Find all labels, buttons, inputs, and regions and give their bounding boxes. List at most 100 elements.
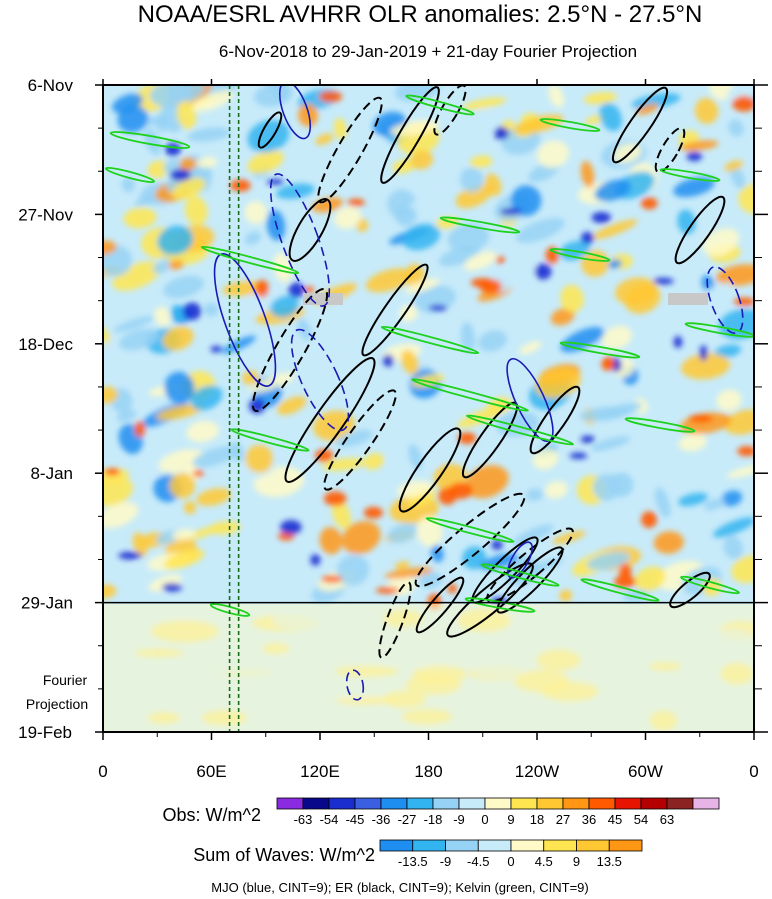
x-tick-label: 0 — [749, 762, 758, 781]
y-tick-label: 8-Jan — [30, 464, 73, 483]
anomaly-patch — [728, 119, 744, 137]
anomaly-core — [580, 231, 595, 245]
colorbar-tick-label: -45 — [346, 812, 365, 827]
anomaly-core — [162, 583, 182, 592]
obs-colorbar: -63 -54 -45 -36 -27 -18 -9 0 9 18 27 36 45 54 63 — [276, 797, 720, 827]
anomaly-patch — [680, 353, 731, 380]
anomaly-patch — [409, 105, 440, 119]
anomaly-patch — [413, 285, 456, 313]
anomaly-patch — [712, 517, 754, 538]
anomaly-patch — [116, 409, 137, 422]
wave-contour — [380, 325, 480, 355]
anomaly-patch — [276, 396, 307, 415]
wave-contour — [439, 216, 521, 234]
colorbar-tick-label: 13.5 — [597, 854, 622, 869]
anomaly-patch — [673, 177, 715, 198]
anomaly-core — [613, 575, 636, 589]
colorbar-swatch — [458, 797, 486, 810]
anomaly-patch — [653, 531, 684, 554]
colorbar-swatch — [608, 839, 643, 852]
anomaly-patch — [192, 90, 234, 112]
wave-contour — [405, 94, 475, 116]
anomaly-patch — [410, 150, 434, 170]
colorbar-swatch — [445, 839, 479, 852]
wave-contour — [284, 357, 376, 483]
anomaly-patch — [335, 429, 373, 448]
wave-contour — [415, 576, 465, 634]
anomaly-patch — [103, 386, 118, 404]
anomaly-patch — [721, 490, 743, 507]
projection-label-line2: Projection — [26, 696, 88, 712]
anomaly-patch — [218, 408, 235, 434]
anomaly-patch — [112, 261, 162, 291]
anomaly-patch — [419, 572, 443, 589]
wave-contour — [104, 167, 156, 183]
colorbar-swatch — [562, 797, 590, 810]
anomaly-patch — [724, 160, 743, 172]
colorbar-tick-label: 45 — [608, 812, 622, 827]
anomaly-patch — [245, 444, 274, 474]
colorbar-swatch — [484, 797, 512, 810]
anomaly-patch — [614, 277, 658, 306]
anomaly-patch — [334, 206, 362, 229]
anomaly-patch — [335, 342, 358, 357]
wave-contour — [559, 341, 641, 359]
anomaly-patch — [469, 155, 493, 169]
wave-contour — [257, 111, 283, 149]
x-tick-label: 180 — [414, 762, 442, 781]
anomaly-patch — [703, 498, 726, 511]
anomaly-core — [323, 491, 347, 506]
anomaly-patch — [123, 207, 157, 229]
colorbar-swatch — [640, 797, 668, 810]
anomaly-core — [210, 345, 223, 353]
anomaly-patch — [387, 189, 417, 219]
anomaly-patch — [394, 561, 410, 570]
anomaly-core — [601, 358, 615, 371]
anomaly-field — [103, 85, 754, 731]
anomaly-patch — [731, 555, 754, 584]
anomaly-patch — [103, 502, 139, 529]
anomaly-patch — [152, 261, 170, 274]
anomaly-patch — [132, 532, 148, 557]
anomaly-patch — [591, 436, 631, 452]
anomaly-core — [255, 280, 269, 298]
wave-contour — [580, 578, 660, 602]
wave-contour — [507, 541, 533, 579]
anomaly-patch — [319, 526, 343, 555]
colorbar-tick-label: 9 — [507, 812, 514, 827]
anomaly-patch — [519, 341, 542, 355]
anomaly-patch — [155, 115, 169, 132]
anomaly-core — [591, 211, 612, 224]
anomaly-core — [230, 179, 251, 192]
colorbar-swatch — [354, 797, 382, 810]
anomaly-patch — [196, 488, 232, 506]
waves-colorbar: -13.5 -9 -4.5 0 4.5 9 13.5 — [379, 839, 643, 869]
y-tick-label: 29-Jan — [21, 594, 73, 613]
anomaly-patch — [119, 328, 160, 351]
colorbar-swatch — [477, 839, 512, 852]
colorbar-swatch — [576, 839, 610, 852]
anomaly-patch — [635, 103, 659, 115]
colorbar-swatch — [412, 839, 446, 852]
anomaly-patch — [455, 184, 492, 209]
anomaly-core — [182, 302, 202, 321]
anomaly-patch — [247, 150, 284, 174]
anomaly-patch — [462, 546, 487, 570]
anomaly-patch — [462, 97, 507, 110]
anomaly-patch — [459, 167, 484, 193]
anomaly-patch — [399, 304, 418, 322]
colorbar-tick-label: 36 — [582, 812, 596, 827]
anomaly-patch — [387, 522, 419, 544]
anomaly-patch — [168, 260, 184, 270]
anomaly-patch — [723, 535, 744, 560]
anomaly-core — [640, 197, 658, 210]
wave-contour — [345, 669, 365, 701]
x-tick-label: 60W — [628, 762, 663, 781]
anomaly-patch — [270, 295, 300, 318]
anomaly-core — [652, 277, 674, 285]
anomaly-patch — [548, 85, 565, 108]
wave-contour — [624, 417, 696, 433]
anomaly-patch — [537, 140, 569, 168]
anomaly-core — [428, 304, 448, 312]
x-tick-label: 120E — [300, 762, 340, 781]
